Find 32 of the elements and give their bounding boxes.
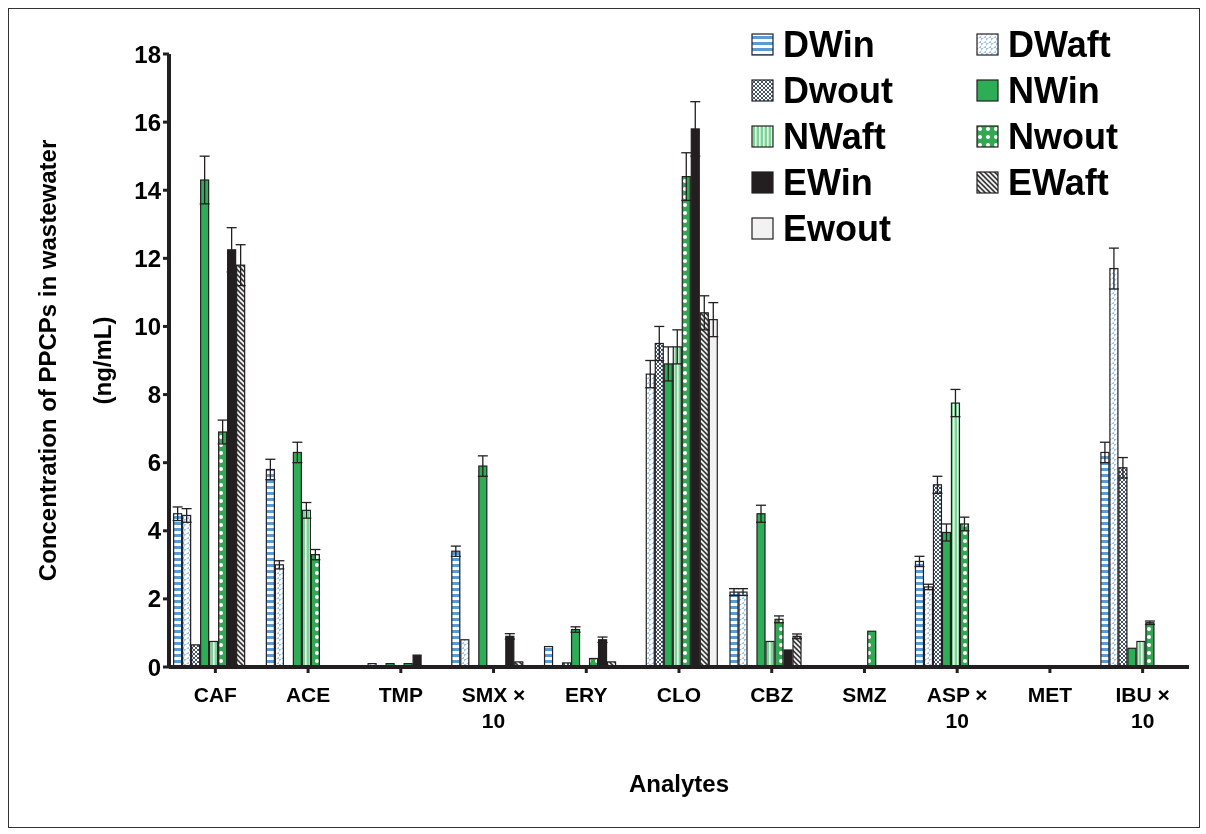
y-tick-label: 16 <box>134 108 161 136</box>
x-tick-label: ERY <box>565 682 608 706</box>
x-tick-label: CAF <box>193 682 238 706</box>
legend-label: DWin <box>783 23 875 67</box>
x-tick-label: CLO <box>656 682 702 706</box>
x-tick-label: ASP × 10 <box>926 682 988 733</box>
y-tick-label: 8 <box>147 381 161 409</box>
y-tick-label: 12 <box>134 244 161 272</box>
x-tick-label: TMP <box>378 682 423 706</box>
x-tick-label: IBU × 10 <box>1115 682 1170 733</box>
legend-label: DWaft <box>1008 23 1111 67</box>
legend-label: Dwout <box>783 69 893 113</box>
x-tick-label: CBZ <box>750 682 794 706</box>
y-tick-label: 18 <box>134 40 161 68</box>
legend-label: EWaft <box>1008 161 1109 205</box>
y-tick-label: 10 <box>134 312 161 340</box>
y-tick-label: 6 <box>147 449 161 477</box>
y-tick-label: 2 <box>147 585 161 613</box>
x-tick-label: MET <box>1027 682 1073 706</box>
legend-label: NWaft <box>783 115 886 159</box>
y-tick-label: 14 <box>134 176 162 204</box>
x-tick-label: ACE <box>285 682 331 706</box>
legend-label: Nwout <box>1008 115 1118 159</box>
x-tick-label: SMX × 10 <box>461 682 526 733</box>
legend-label: NWin <box>1008 69 1100 113</box>
legend-label: EWin <box>783 161 873 205</box>
y-axis-title: Concentration of PPCPs in wastewater (ng/mL) <box>33 139 116 582</box>
x-tick-label: SMZ <box>842 682 887 706</box>
y-tick-label: 4 <box>147 517 162 545</box>
x-axis-title: Analytes <box>628 770 730 797</box>
y-tick-label: 0 <box>147 653 161 681</box>
legend-label: Ewout <box>783 207 891 251</box>
